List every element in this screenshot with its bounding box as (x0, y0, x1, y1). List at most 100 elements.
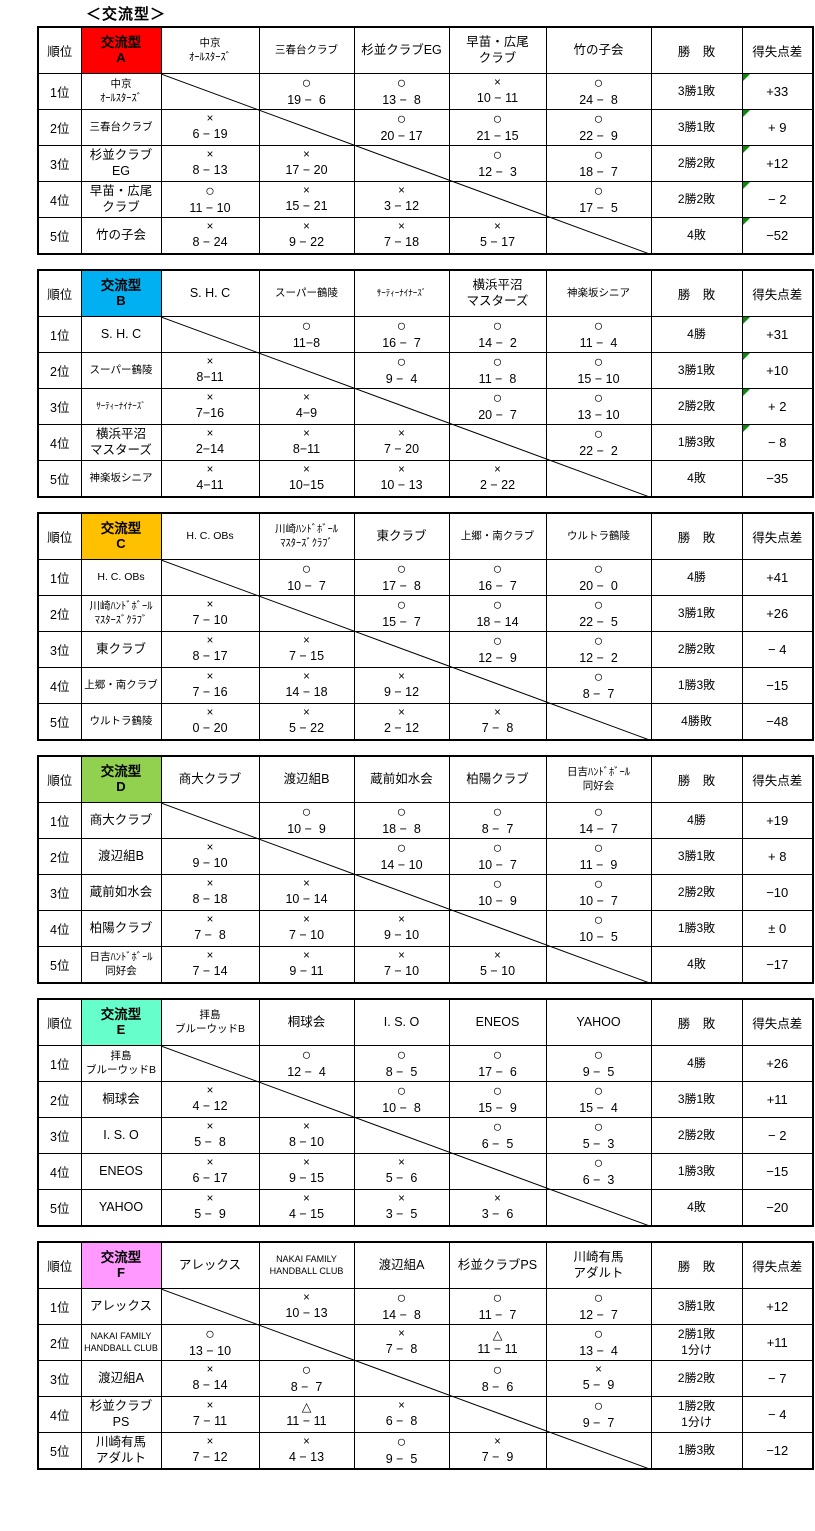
score-text: 2 − 12 (383, 720, 420, 735)
win-mark-icon: ○ (593, 1289, 604, 1307)
win-mark-icon: ○ (593, 389, 604, 407)
match-result-cell: × 3 − 6 (448, 1189, 547, 1227)
win-mark-icon: ○ (593, 632, 604, 650)
match-result-cell: × 8−11 (258, 424, 355, 461)
score-text: 4−9 (295, 405, 318, 420)
match-result-cell: ○ 17 − 6 (448, 1045, 547, 1082)
loss-mark-icon: × (398, 1193, 405, 1206)
score-text: 10 − 11 (476, 90, 519, 105)
score-text: 15 − 9 (478, 1100, 517, 1115)
match-result-cell: ○ 20 − 17 (353, 109, 450, 146)
group-letter: A (116, 50, 126, 66)
team-name-cell: I. S. O (80, 1117, 162, 1154)
record-cell: 1勝3敗 (650, 910, 743, 947)
team-header: ｻｰﾃｨｰﾅｲﾅｰｽﾞ (353, 269, 450, 317)
match-result-cell: × 8 − 14 (160, 1360, 260, 1397)
rank-cell: 4位 (37, 910, 82, 947)
match-result-cell: ○ 22 − 2 (545, 424, 652, 461)
team-name-cell: YAHOO (80, 1189, 162, 1227)
win-mark-icon: ○ (492, 389, 503, 407)
loss-mark-icon: × (494, 77, 501, 90)
standings-table-group-D: 順位 交流型 D 商大クラブ 渡辺組B 蔵前如水会 柏陽クラブ 日吉ﾊﾝﾄﾞﾎﾞｰﾙ 同好会勝… (37, 755, 815, 984)
rank-cell: 2位 (37, 838, 82, 875)
standings-grid-D: 順位 交流型 D 商大クラブ 渡辺組B 蔵前如水会 柏陽クラブ 日吉ﾊﾝﾄﾞﾎﾞｰﾙ 同好会勝… (37, 755, 814, 984)
rank-cell: 1位 (37, 802, 82, 839)
group-header-C: 交流型 C (80, 512, 162, 560)
team-row: 5位 日吉ﾊﾝﾄﾞﾎﾞｰﾙ 同好会 × 7 − 14 × 9 − 11 × 7 − 10 × 5 … (37, 946, 814, 984)
loss-mark-icon: × (206, 635, 214, 648)
match-result-cell: × 10−15 (258, 460, 355, 498)
score-text: 5 − 9 (194, 1206, 226, 1221)
loss-mark-icon: × (206, 392, 214, 405)
loss-mark-icon: × (206, 1193, 214, 1206)
match-result-cell: ○ 10 − 8 (353, 1081, 450, 1118)
score-text: 7 − 11 (192, 1413, 228, 1428)
point-diff-cell-flagged: +12 (741, 145, 814, 182)
team-row: 2位 三春台クラブ × 6 − 19 ○ 20 − 17 ○ 21 − 15 ○ 22 − 9 3勝… (37, 109, 814, 146)
match-result-cell: × 10 − 13 (258, 1288, 355, 1325)
rank-cell: 3位 (37, 388, 82, 425)
win-mark-icon: ○ (396, 596, 407, 614)
win-mark-icon: ○ (301, 803, 312, 821)
group-header-A: 交流型 A (80, 26, 162, 74)
self-match-cell (545, 1189, 652, 1227)
score-text: 13 − 10 (577, 407, 620, 422)
match-result-cell: × 7 − 9 (448, 1432, 547, 1470)
self-match-cell (545, 703, 652, 741)
match-result-cell: ○ 17 − 8 (353, 559, 450, 596)
win-mark-icon: ○ (593, 182, 604, 200)
loss-mark-icon: × (398, 671, 405, 684)
team-header: 渡辺組A (353, 1241, 450, 1289)
win-mark-icon: ○ (396, 317, 407, 335)
team-row: 3位 杉並クラブEG × 8 − 13 × 17 − 20 ○ 12 − 3 ○ 18 − 7 2勝… (37, 145, 814, 182)
point-diff-cell: −10 (741, 874, 814, 911)
team-row: 2位 桐球会 × 4 − 12 ○ 10 − 8 ○ 15 − 9 ○ 15 − 4 3勝1敗 +11 (37, 1081, 814, 1118)
record-cell: 1勝3敗 (650, 1153, 743, 1190)
score-text: 6 − 8 (385, 1413, 418, 1428)
rank-header: 順位 (37, 269, 82, 317)
point-diff-cell: +26 (741, 1045, 814, 1082)
match-result-cell: × 7 − 8 (353, 1324, 450, 1361)
match-result-cell: ○ 12 − 9 (448, 631, 547, 668)
team-header: 神楽坂シニア (545, 269, 652, 317)
win-mark-icon: ○ (492, 1361, 503, 1379)
group-label: 交流型 (100, 1007, 142, 1023)
score-text: 10 − 7 (287, 578, 326, 593)
score-text: 6 − 17 (192, 1170, 228, 1185)
match-result-cell: ○ 6 − 5 (448, 1117, 547, 1154)
standings-table-group-F: 順位 交流型 F アレックス NAKAI FAMILY HANDBALL CLUB 渡辺組… (37, 1241, 815, 1470)
match-result-cell: ○ 13 − 4 (545, 1324, 652, 1361)
match-result-cell: × 8−11 (160, 352, 260, 389)
record-cell: 4勝 (650, 802, 743, 839)
score-text: 8 − 7 (290, 1379, 323, 1394)
match-result-cell: × 2−14 (160, 424, 260, 461)
self-match-cell (545, 460, 652, 498)
score-text: 3 − 12 (383, 198, 420, 213)
score-text: 22 − 5 (579, 614, 618, 629)
match-result-cell: ○ 10 − 9 (258, 802, 355, 839)
team-header: 川崎ﾊﾝﾄﾞﾎﾞｰﾙ ﾏｽﾀｰｽﾞｸﾗﾌﾞ (258, 512, 355, 560)
win-mark-icon: ○ (593, 1397, 604, 1415)
score-text: 8 − 6 (481, 1379, 514, 1394)
win-mark-icon: ○ (593, 911, 604, 929)
score-text: 16 − 7 (478, 578, 517, 593)
match-result-cell: × 7 − 12 (160, 1432, 260, 1470)
win-mark-icon: ○ (593, 74, 604, 92)
record-header: 勝 敗 (650, 26, 743, 74)
loss-mark-icon: × (303, 221, 310, 234)
score-text: 10 − 13 (285, 1305, 328, 1320)
score-text: 14 − 8 (382, 1307, 421, 1322)
rank-header: 順位 (37, 998, 82, 1046)
record-cell: 3勝1敗 (650, 1081, 743, 1118)
match-result-cell: × 7 − 10 (160, 595, 260, 632)
score-text: 2−14 (195, 441, 225, 456)
point-diff-header: 得失点差 (741, 269, 814, 317)
score-text: 7 − 9 (481, 1449, 514, 1464)
record-cell: 2勝1敗 1分け (650, 1324, 743, 1361)
score-text: 8−11 (292, 441, 321, 456)
win-mark-icon: ○ (593, 803, 604, 821)
score-text: 9 − 11 (289, 963, 324, 978)
match-result-cell: × 2 − 22 (448, 460, 547, 498)
match-result-cell: ○ 22 − 9 (545, 109, 652, 146)
standings-table-group-E: 順位 交流型 E 拝島 ブルーウッドB 桐球会 I. S. O ENEOS YAHOO 勝 敗得… (37, 998, 815, 1227)
